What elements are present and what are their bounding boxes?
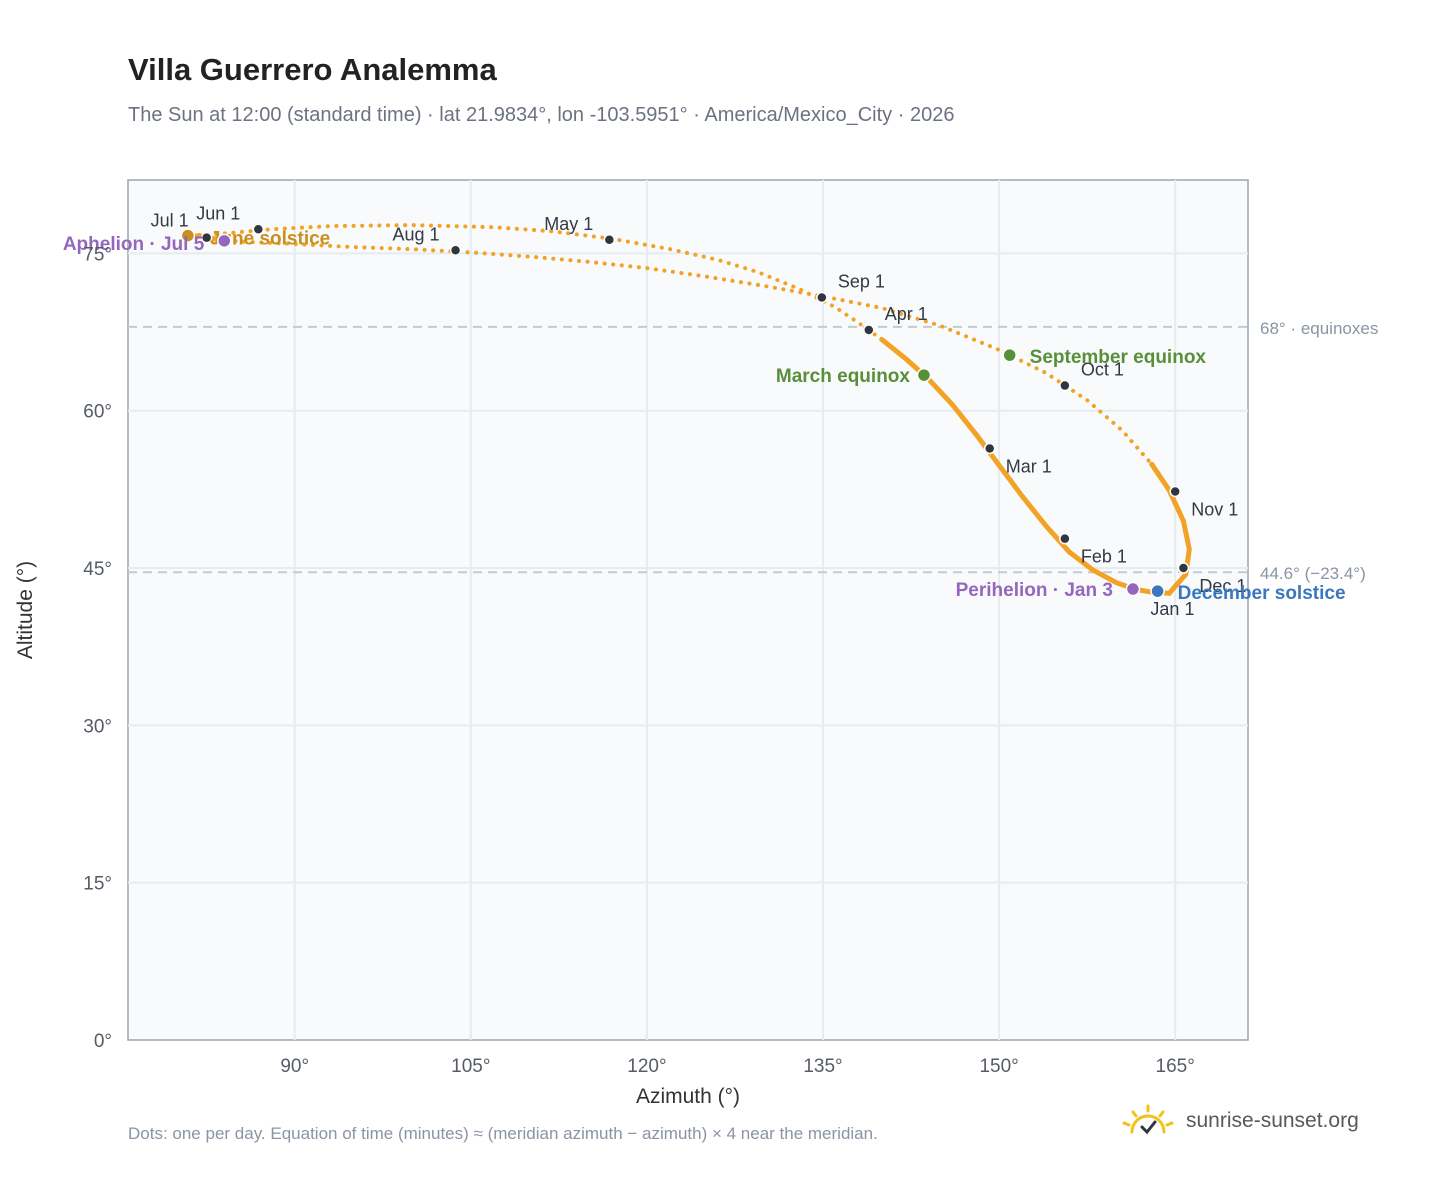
x-tick-label: 105°: [451, 1056, 490, 1077]
sun-check-icon: [1122, 1104, 1174, 1135]
event-label: March equinox: [776, 366, 911, 387]
event-label: Perihelion · Jan 3: [956, 580, 1113, 601]
x-tick-label: 165°: [1156, 1056, 1195, 1077]
month-label: Feb 1: [1081, 547, 1127, 567]
x-axis-label: Azimuth (°): [636, 1085, 740, 1108]
tick-labels: 90° 105° 120° 135° 150° 165° 0° 15° 30° 45° 60° 75°: [83, 244, 1195, 1077]
month-label: May 1: [544, 214, 593, 234]
brand-name: sunrise-sunset.org: [1186, 1109, 1359, 1132]
reference-line-label: 68° · equinoxes: [1260, 319, 1378, 338]
month-marker: [603, 234, 616, 246]
plot-area: [127, 179, 1249, 1041]
x-tick-label: 150°: [979, 1056, 1018, 1077]
event-marker: [916, 367, 932, 383]
month-label: Jan 1: [1150, 599, 1194, 619]
y-tick-label: 75°: [83, 244, 112, 265]
event-label: September equinox: [1030, 347, 1207, 368]
x-tick-label: 120°: [627, 1056, 666, 1077]
event-label: June solstice: [210, 229, 330, 250]
reference-lines: 68° · equinoxes 44.6° (−23.4°): [128, 319, 1378, 583]
month-marker: [1059, 532, 1071, 545]
analemma-path-segment: [216, 237, 1154, 467]
event-label: Aphelion · Jul 5: [63, 234, 205, 255]
brand[interactable]: sunrise-sunset.org: [1120, 1104, 1359, 1138]
y-tick-label: 45°: [83, 559, 112, 580]
reference-line-label: 44.6° (−23.4°): [1260, 564, 1366, 583]
month-marker: [252, 223, 265, 236]
event-marker: [180, 228, 196, 243]
month-marker: [200, 231, 213, 244]
month-marker: [816, 291, 828, 304]
month-label: Jul 1: [151, 211, 189, 231]
chart-subtitle: The Sun at 12:00 (standard time) · lat 2…: [128, 104, 955, 126]
event-marker: [1125, 581, 1141, 597]
month-label: Mar 1: [1006, 456, 1052, 476]
y-axis-label: Altitude (°): [14, 561, 37, 659]
month-marker: [1177, 562, 1190, 574]
y-tick-label: 60°: [83, 402, 112, 423]
month-marker: [1169, 485, 1181, 498]
y-tick-label: 30°: [83, 716, 112, 737]
month-marker: [863, 324, 875, 336]
month-label: Sep 1: [838, 271, 885, 291]
month-label: Dec 1: [1199, 576, 1246, 596]
month-label: Oct 1: [1081, 360, 1124, 380]
month-label: Aug 1: [393, 224, 440, 244]
event-marker: [217, 233, 232, 249]
grid-lines: [128, 180, 1248, 1040]
month-marker: [1059, 379, 1071, 392]
event-marker: [1150, 583, 1165, 599]
footnote: Dots: one per day. Equation of time (min…: [128, 1124, 878, 1143]
y-tick-label: 0°: [94, 1031, 112, 1052]
x-tick-label: 135°: [803, 1056, 842, 1077]
month-label: Jun 1: [196, 203, 240, 223]
month-label: Apr 1: [885, 304, 928, 324]
month-markers: Jan 1 Feb 1 Mar 1 Apr 1 May 1 Jun 1 Jul 1 Aug 1…: [151, 203, 1247, 619]
event-markers: March equinox September equinox June solst…: [63, 228, 1346, 604]
chart-title: Villa Guerrero Analemma: [128, 52, 497, 87]
month-label: Nov 1: [1191, 499, 1238, 519]
y-tick-label: 15°: [83, 874, 112, 895]
event-marker: [1002, 347, 1017, 363]
month-marker: [983, 442, 996, 455]
analemma-path-segment: [1149, 461, 1192, 596]
month-marker: [449, 244, 462, 257]
x-tick-label: 90°: [280, 1056, 309, 1077]
event-label: December solstice: [1178, 583, 1346, 604]
